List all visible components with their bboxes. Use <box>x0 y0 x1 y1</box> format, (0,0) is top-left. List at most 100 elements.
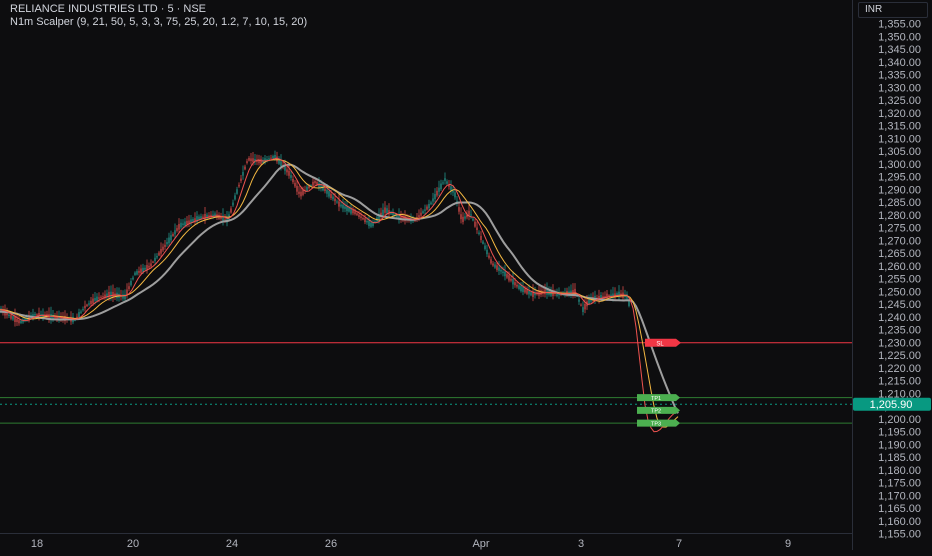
candle-body <box>318 182 320 188</box>
candle-body <box>222 215 224 222</box>
candle-body <box>366 221 368 223</box>
take-profit-label: TP3 <box>651 421 661 427</box>
price-tick-label: 1,235.00 <box>878 325 921 337</box>
candle-body <box>344 206 346 209</box>
candle-body <box>168 237 170 244</box>
price-tick-label: 1,265.00 <box>878 248 921 260</box>
candle-body <box>328 191 330 197</box>
candle-body <box>312 181 314 186</box>
candle-body <box>498 267 500 271</box>
time-axis[interactable]: 18 20 24 26 Apr 3 7 9 <box>0 533 852 551</box>
time-tick-label: 18 <box>31 538 43 550</box>
candle-body <box>254 159 256 162</box>
candle-body <box>332 196 334 200</box>
currency-selector[interactable]: INR <box>858 2 928 18</box>
candle-body <box>164 244 166 247</box>
candle-body <box>56 316 58 319</box>
price-chart[interactable]: SL TP1 TP2 TP3 <box>0 0 852 533</box>
candle-body <box>90 300 92 305</box>
candle-body <box>128 286 130 290</box>
candle-body <box>390 212 392 215</box>
candles <box>0 150 630 327</box>
candle-body <box>298 191 300 194</box>
candle-body <box>374 221 376 223</box>
candle-body <box>34 313 36 316</box>
price-tick-label: 1,280.00 <box>878 210 921 222</box>
candle-body <box>520 285 522 292</box>
candle-body <box>372 222 374 227</box>
candle-body <box>296 185 298 192</box>
price-tick-label: 1,175.00 <box>878 478 921 490</box>
price-tick-label: 1,260.00 <box>878 261 921 273</box>
price-tick-label: 1,350.00 <box>878 31 921 43</box>
chart-area[interactable]: SL TP1 TP2 TP3 <box>0 0 852 533</box>
candle-body <box>180 222 182 228</box>
price-tick-label: 1,325.00 <box>878 95 921 107</box>
candle-body <box>490 259 492 264</box>
candle-body <box>132 277 134 280</box>
price-axis[interactable]: 1,355.00 1,350.00 1,345.00 1,340.00 1,335.00… <box>852 0 932 550</box>
candle-body <box>436 190 438 196</box>
candle-body <box>98 297 100 299</box>
candle-body <box>516 284 518 287</box>
candle-body <box>280 161 282 167</box>
candle-body <box>460 214 462 220</box>
candle-body <box>428 203 430 209</box>
price-tick-label: 1,245.00 <box>878 299 921 311</box>
candle-body <box>426 206 428 210</box>
price-tick-label: 1,275.00 <box>878 223 921 235</box>
candle-body <box>388 210 390 215</box>
candle-body <box>110 291 112 298</box>
candle-body <box>162 246 164 251</box>
price-tick-label: 1,300.00 <box>878 159 921 171</box>
candle-body <box>342 204 344 209</box>
candle-body <box>472 218 474 221</box>
price-axis-labels: 1,355.001,350.001,345.001,340.001,335.00… <box>853 19 931 541</box>
stop-loss-flag <box>645 338 681 347</box>
candle-body <box>224 218 226 220</box>
candle-body <box>172 233 174 236</box>
candle-body <box>420 212 422 216</box>
candle-body <box>398 214 400 220</box>
candle-body <box>612 293 614 298</box>
candle-body <box>84 305 86 309</box>
candle-body <box>28 314 30 321</box>
candle-body <box>188 220 190 224</box>
candle-body <box>610 294 612 298</box>
candle-body <box>182 223 184 226</box>
candle-body <box>212 214 214 217</box>
candle-body <box>248 158 250 161</box>
candle-body <box>322 185 324 191</box>
price-tick-label: 1,225.00 <box>878 350 921 362</box>
candle-body <box>314 180 316 184</box>
candle-body <box>260 158 262 165</box>
candle-body <box>154 257 156 262</box>
candle-body <box>574 288 576 295</box>
candle-body <box>274 154 276 159</box>
candle-body <box>20 320 22 324</box>
candle-body <box>60 316 62 320</box>
candle-body <box>54 315 56 319</box>
candle-body <box>104 294 106 298</box>
candle-body <box>556 291 558 296</box>
candle-body <box>618 291 620 298</box>
candle-body <box>50 313 52 320</box>
take-profit-label: TP2 <box>651 409 661 415</box>
current-price-tag <box>853 397 931 411</box>
candle-body <box>614 293 616 297</box>
indicator-title[interactable]: N1m Scalper (9, 21, 50, 5, 3, 3, 75, 25,… <box>10 16 308 28</box>
candle-body <box>244 166 246 170</box>
candle-body <box>320 185 322 188</box>
candle-body <box>52 314 54 320</box>
candle-body <box>220 216 222 219</box>
candle-body <box>140 268 142 274</box>
candle-body <box>302 189 304 195</box>
candle-body <box>148 265 150 268</box>
candle-body <box>310 184 312 187</box>
candle-body <box>582 307 584 312</box>
candle-body <box>82 308 84 311</box>
candle-body <box>78 312 80 318</box>
candle-body <box>136 271 138 275</box>
take-profit-flag <box>637 394 680 402</box>
symbol-title[interactable]: RELIANCE INDUSTRIES LTD · 5 · NSE <box>10 3 206 15</box>
